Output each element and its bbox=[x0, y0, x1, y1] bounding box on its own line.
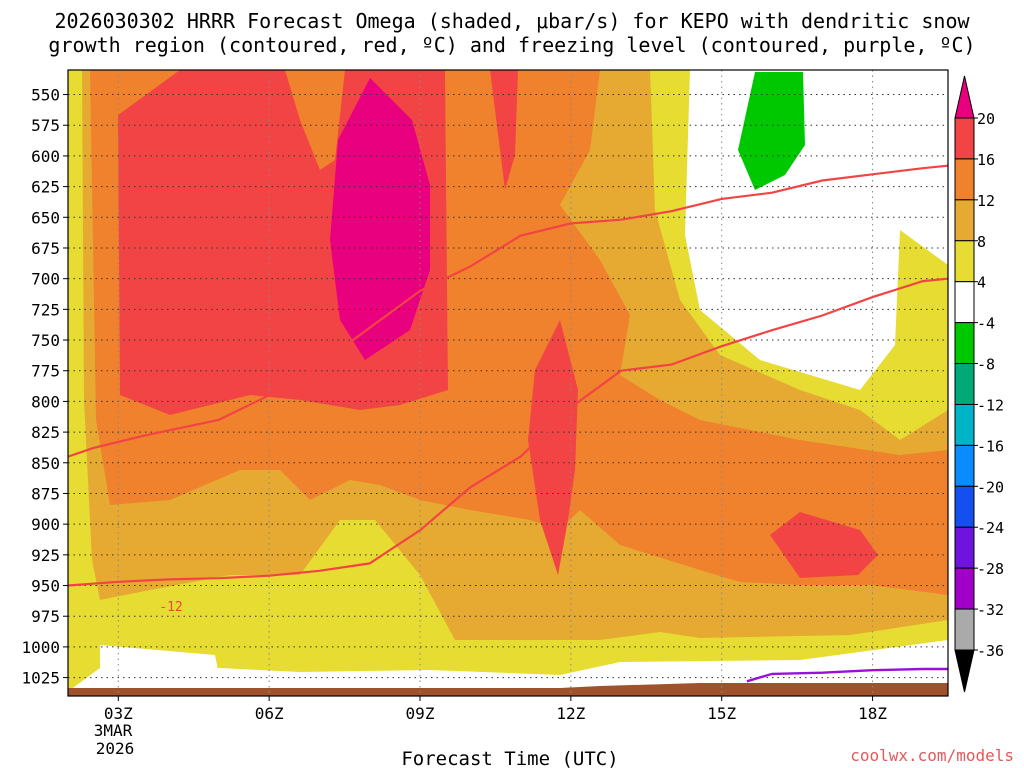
colorbar-block-7 bbox=[954, 403, 975, 446]
y-tick-label-700: 700 bbox=[31, 270, 60, 289]
date-label-line2: 2026 bbox=[96, 739, 135, 758]
grid-lines bbox=[68, 70, 948, 696]
y-tick-label-675: 675 bbox=[31, 239, 60, 258]
colorbar-label-12: -32 bbox=[977, 601, 1004, 619]
colorbar-block-2 bbox=[954, 199, 975, 242]
colorbar-label-2: 12 bbox=[977, 192, 995, 210]
date-label-line1: 3MAR bbox=[94, 721, 133, 740]
colorbar-block-3 bbox=[954, 240, 975, 283]
colorbar-label-9: -20 bbox=[977, 478, 1004, 496]
colorbar-bottom-arrow bbox=[954, 649, 975, 693]
colorbar-label-6: -8 bbox=[977, 356, 995, 374]
y-tick-label-625: 625 bbox=[31, 178, 60, 197]
colorbar-label-4: 4 bbox=[977, 274, 986, 292]
colorbar-label-5: -4 bbox=[977, 315, 995, 333]
y-tick-label-1000: 1000 bbox=[21, 638, 60, 657]
y-tick-label-975: 975 bbox=[31, 607, 60, 626]
colorbar-block-12 bbox=[954, 608, 975, 651]
dgz-upper-contour bbox=[68, 164, 948, 458]
colorbar-label-3: 8 bbox=[977, 233, 986, 251]
y-tick-label-775: 775 bbox=[31, 362, 60, 381]
colorbar-label-8: -16 bbox=[977, 437, 1004, 455]
y-tick-label-650: 650 bbox=[31, 208, 60, 227]
y-tick-label-825: 825 bbox=[31, 423, 60, 442]
x-axis-title: Forecast Time (UTC) bbox=[401, 748, 618, 768]
colorbar-label-13: -36 bbox=[977, 642, 1004, 660]
chart-title-line2: growth region (contoured, red, ºC) and f… bbox=[48, 33, 976, 57]
colorbar-block-11 bbox=[954, 567, 975, 610]
colorbar-block-0 bbox=[954, 117, 975, 160]
x-tick-label-09Z: 09Z bbox=[406, 704, 435, 723]
dgz-lower-contour bbox=[68, 277, 948, 587]
colorbar: 20 16 12 8 4 -4 -8 -12 -16 -20 -24 -28 -32 -36 bbox=[954, 75, 1004, 693]
y-tick-label-750: 750 bbox=[31, 331, 60, 350]
y-tick-label-800: 800 bbox=[31, 392, 60, 411]
colorbar-label-0: 20 bbox=[977, 110, 995, 128]
colorbar-label-1: 16 bbox=[977, 151, 995, 169]
shade-red-core-lower bbox=[528, 320, 578, 575]
x-tick-label-18Z: 18Z bbox=[858, 704, 887, 723]
shade-green-core bbox=[738, 72, 805, 190]
x-tick-label-03Z: 03Z bbox=[104, 704, 133, 723]
y-tick-label-900: 900 bbox=[31, 515, 60, 534]
shade-red-core-right bbox=[770, 512, 878, 578]
colorbar-block-10 bbox=[954, 526, 975, 569]
colorbar-label-11: -28 bbox=[977, 560, 1004, 578]
terrain-ground bbox=[68, 683, 948, 696]
colorbar-label-7: -12 bbox=[977, 396, 1004, 414]
y-tick-label-925: 925 bbox=[31, 546, 60, 565]
y-tick-label-575: 575 bbox=[31, 116, 60, 135]
y-tick-label-1025: 1025 bbox=[21, 669, 60, 688]
contour-label-dgz-lower: -12 bbox=[159, 600, 182, 615]
x-axis: 03Z 06Z 09Z 12Z 15Z 18Z bbox=[104, 696, 887, 723]
y-tick-label-550: 550 bbox=[31, 86, 60, 105]
credit-text: coolwx.com/models bbox=[850, 746, 1014, 765]
colorbar-top-arrow bbox=[954, 75, 975, 119]
y-tick-label-725: 725 bbox=[31, 300, 60, 319]
omega-shading bbox=[68, 70, 948, 696]
shade-red-core-mid bbox=[490, 70, 518, 190]
x-tick-label-12Z: 12Z bbox=[556, 704, 585, 723]
y-axis: 550 575 600 625 650 675 700 725 750 775 800 825 850 8… bbox=[21, 86, 68, 688]
freezing-level-contour bbox=[746, 667, 948, 683]
shade-magenta-core bbox=[330, 78, 430, 360]
chart-title-line1: 2026030302 HRRR Forecast Omega (shaded, … bbox=[54, 9, 970, 33]
colorbar-block-9 bbox=[954, 485, 975, 528]
colorbar-block-4 bbox=[954, 281, 975, 324]
colorbar-label-10: -24 bbox=[977, 519, 1004, 537]
colorbar-block-5 bbox=[954, 322, 975, 365]
colorbar-block-8 bbox=[954, 444, 975, 487]
y-tick-label-600: 600 bbox=[31, 147, 60, 166]
y-tick-label-875: 875 bbox=[31, 484, 60, 503]
plot-frame bbox=[67, 69, 949, 697]
y-tick-label-950: 950 bbox=[31, 577, 60, 596]
contour-lines bbox=[68, 164, 948, 683]
shade-white-bottom bbox=[100, 645, 218, 670]
colorbar-block-1 bbox=[954, 158, 975, 201]
x-tick-label-06Z: 06Z bbox=[255, 704, 284, 723]
colorbar-block-6 bbox=[954, 363, 975, 405]
x-tick-label-15Z: 15Z bbox=[707, 704, 736, 723]
y-tick-label-850: 850 bbox=[31, 454, 60, 473]
contour-label-bg bbox=[158, 598, 184, 613]
